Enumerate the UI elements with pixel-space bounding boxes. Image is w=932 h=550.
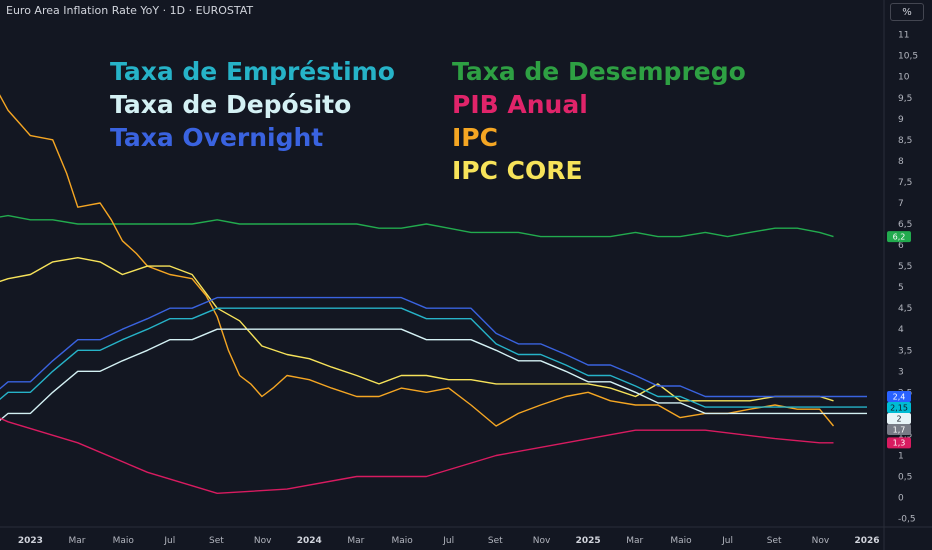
x-tick-label: Nov [254,536,272,546]
y-tick-label: 8 [898,157,904,167]
last-value-badges: 6,2 2,4 2,15 2 1,7 1,3 [887,231,911,449]
y-tick-label: 7,5 [898,178,912,188]
series-line-unemployment [0,214,834,238]
series-line-cpi [0,94,835,427]
series-line-overnight_rate [0,296,867,398]
x-tick-label: Mar [626,536,643,546]
y-tick-label: 6,5 [898,220,912,230]
y-tick-label: 10,5 [898,52,918,62]
y-tick-label: 3,5 [898,346,912,356]
y-tick-label: 1 [898,451,904,461]
legend-entry: Taxa Overnight [110,123,323,152]
legend-entry: Taxa de Desemprego [452,57,746,86]
x-tick-label: Nov [812,536,830,546]
x-tick-label: Jul [163,536,175,546]
chart-title: Euro Area Inflation Rate YoY · 1D · EURO… [6,4,254,17]
y-tick-label: -0,5 [898,515,916,525]
last-value-badge [887,402,911,414]
legend-entry: Taxa de Empréstimo [110,57,395,86]
x-tick-label: Mar [347,536,364,546]
y-tick-label: 0 [898,494,904,504]
x-tick-label: Set [488,536,503,546]
y-tick-label: 4,5 [898,304,912,314]
x-tick-label: Jul [721,536,733,546]
unit-button[interactable]: % [890,3,924,21]
series-line-deposit_rate [0,328,867,422]
y-tick-label: 10 [898,73,910,83]
x-tick-label: Nov [533,536,551,546]
last-value-label: 2 [896,414,901,423]
x-tick-label: 2023 [18,536,43,546]
x-axis: Nov 2023 Mar Maio Jul Set Nov 2024 Mar Maio Jul Set… [18,536,880,546]
series-line-core_cpi [0,257,834,402]
x-tick-label: Set [767,536,782,546]
y-tick-label: 8,5 [898,136,912,146]
y-tick-label: 4 [898,325,904,335]
legend-entry: PIB Anual [452,90,588,119]
y-tick-label: 0,5 [898,473,912,483]
x-tick-label: Jul [442,536,454,546]
y-tick-label: 9 [898,115,904,125]
x-tick-label: Set [209,536,224,546]
last-value-label: 2,4 [893,392,906,401]
series-line-lending_rate [0,307,867,408]
last-value-label: 6,2 [893,232,906,241]
last-value-badge [887,231,911,243]
legend: Taxa de Empréstimo Taxa de Depósito Taxa O… [110,57,746,185]
x-tick-label: Maio [113,536,135,546]
legend-entry: IPC CORE [452,156,583,185]
last-value-badge [887,424,911,436]
last-value-label: 1,7 [893,425,906,434]
last-value-label: 2,15 [890,403,908,412]
y-axis: 1110,5109,598,587,576,565,554,543,532,51… [898,31,918,525]
x-tick-label: Maio [670,536,692,546]
legend-entry: Taxa de Depósito [110,90,351,119]
y-tick-label: 1,5 [898,430,912,440]
series-lines [0,94,867,494]
x-tick-label: Mar [68,536,85,546]
x-tick-label: 2026 [854,536,879,546]
last-value-badge [887,413,911,425]
x-tick-label: 2025 [576,536,601,546]
legend-entry: IPC [452,123,498,152]
x-tick-label: 2024 [297,536,322,546]
x-tick-label: Maio [391,536,413,546]
y-tick-label: 6 [898,241,904,251]
y-tick-label: 11 [898,31,909,41]
y-tick-label: 5 [898,283,904,293]
series-line-gdp_annual [0,417,834,494]
last-value-label: 1,3 [893,439,906,448]
y-tick-label: 5,5 [898,262,912,272]
last-value-badge [887,391,911,403]
y-tick-label: 7 [898,199,904,209]
last-value-badge [887,437,911,449]
y-tick-label: 3 [898,367,904,377]
y-tick-label: 9,5 [898,94,912,104]
